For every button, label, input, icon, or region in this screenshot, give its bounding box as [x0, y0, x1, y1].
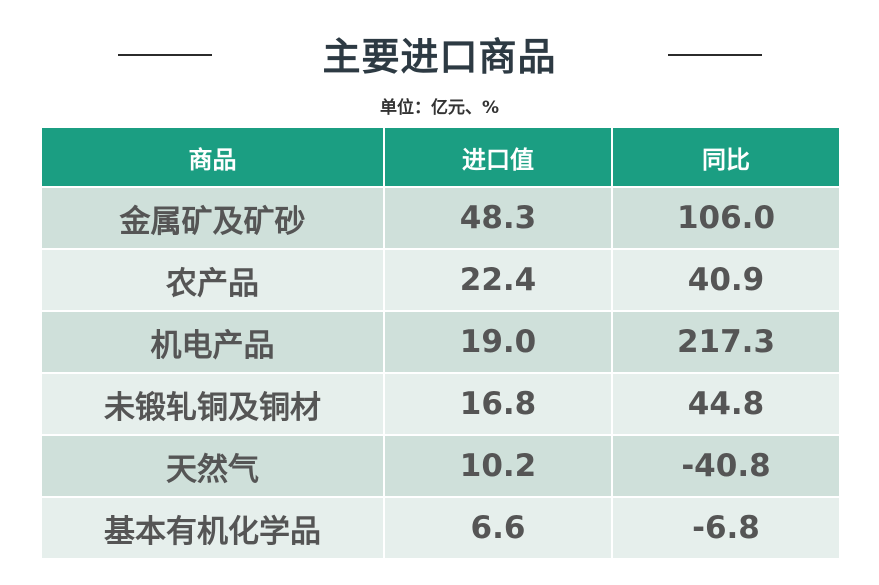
import-value-cell: 22.4	[383, 248, 613, 312]
title-decor-line-left	[118, 54, 212, 56]
yoy-cell: 40.9	[611, 248, 841, 312]
goods-cell: 未锻轧铜及铜材	[40, 372, 385, 436]
import-value-cell: 48.3	[383, 186, 613, 250]
yoy-cell: 106.0	[611, 186, 841, 250]
goods-cell: 基本有机化学品	[40, 496, 385, 560]
table-row: 天然气 10.2 -40.8	[40, 434, 841, 498]
yoy-cell: 44.8	[611, 372, 841, 436]
import-value-cell: 19.0	[383, 310, 613, 374]
table-header-row: 商品 进口值 同比	[40, 126, 841, 188]
table-row: 农产品 22.4 40.9	[40, 248, 841, 312]
goods-cell: 机电产品	[40, 310, 385, 374]
table-row: 机电产品 19.0 217.3	[40, 310, 841, 374]
header-import-value: 进口值	[383, 126, 613, 188]
table-row: 基本有机化学品 6.6 -6.8	[40, 496, 841, 560]
title-area: 主要进口商品	[0, 24, 879, 84]
goods-cell: 天然气	[40, 434, 385, 498]
chart-title: 主要进口商品	[322, 35, 557, 79]
header-yoy: 同比	[611, 126, 841, 188]
yoy-cell: 217.3	[611, 310, 841, 374]
header-goods: 商品	[40, 126, 385, 188]
yoy-cell: -6.8	[611, 496, 841, 560]
import-value-cell: 6.6	[383, 496, 613, 560]
unit-note: 单位：亿元、%	[379, 98, 500, 118]
table-row: 未锻轧铜及铜材 16.8 44.8	[40, 372, 841, 436]
title-decor-line-right	[668, 54, 762, 56]
import-goods-table: 商品 进口值 同比 金属矿及矿砂 48.3 106.0 农产品 22.4 40.9 机电产品…	[40, 126, 841, 560]
goods-cell: 金属矿及矿砂	[40, 186, 385, 250]
goods-cell: 农产品	[40, 248, 385, 312]
import-value-cell: 10.2	[383, 434, 613, 498]
yoy-cell: -40.8	[611, 434, 841, 498]
import-value-cell: 16.8	[383, 372, 613, 436]
table-row: 金属矿及矿砂 48.3 106.0	[40, 186, 841, 250]
